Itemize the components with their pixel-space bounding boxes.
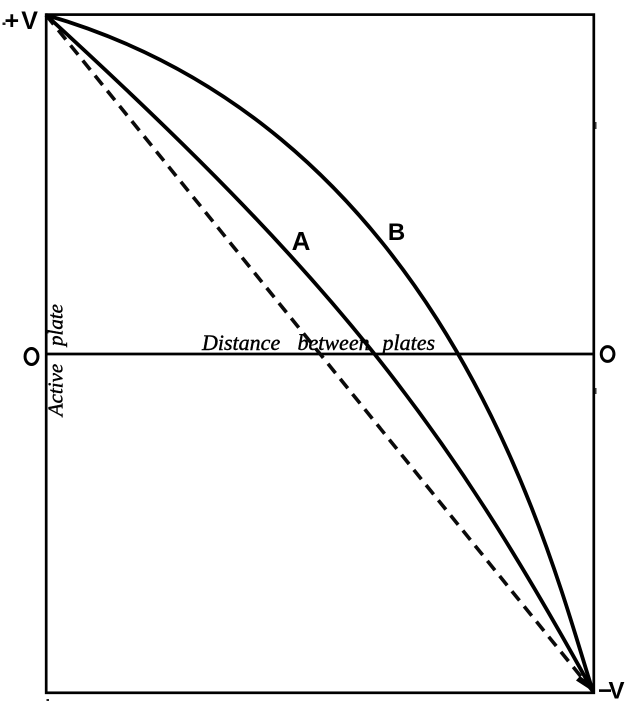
svg-text:Active: Active xyxy=(44,364,68,418)
svg-text:A: A xyxy=(292,226,311,256)
svg-text:plates: plates xyxy=(381,330,436,355)
svg-text:−V: −V xyxy=(598,678,625,705)
svg-text:Distance: Distance xyxy=(201,330,280,355)
svg-text:plate: plate xyxy=(44,304,68,348)
svg-text:+V: +V xyxy=(5,7,41,35)
svg-text:between: between xyxy=(298,330,370,355)
svg-text:B: B xyxy=(388,219,405,246)
